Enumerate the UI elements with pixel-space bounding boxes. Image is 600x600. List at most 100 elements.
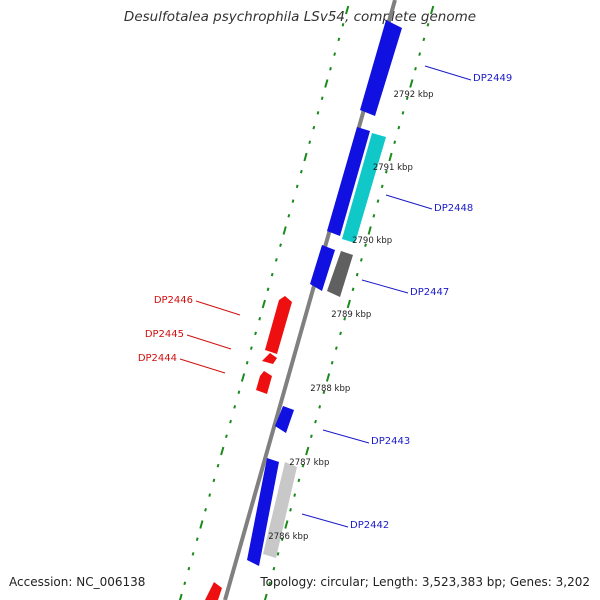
inner-tick [204, 508, 207, 512]
outer-tick [388, 152, 393, 162]
outer-tick [351, 287, 355, 292]
outer-tick [276, 552, 280, 556]
outer-tick [418, 52, 422, 56]
scale-label: 2788 kbp [310, 384, 350, 394]
inner-tick [191, 552, 195, 556]
gene-arrow-dp2447[interactable] [310, 245, 335, 291]
gene-arrow-dp2445[interactable] [262, 353, 277, 364]
outer-tick [272, 566, 276, 571]
gene-label-dp2443[interactable]: DP2443 [371, 436, 410, 447]
inner-tick [345, 5, 350, 15]
inner-tick [337, 37, 341, 42]
tick-row-inner [178, 5, 350, 600]
genome-summary-text: Topology: circular; Length: 3,523,383 bp… [260, 575, 590, 589]
gene-arrow-dp2446[interactable] [265, 296, 292, 354]
gene-arrow-dp2448[interactable] [327, 127, 370, 236]
label-leaders [179, 65, 472, 528]
inner-tick [258, 316, 262, 321]
outer-tick [334, 346, 338, 350]
gene-arrow-dp2449[interactable] [360, 20, 402, 116]
outer-tick [359, 258, 363, 262]
inner-tick [329, 67, 332, 71]
gene-label-dp2449[interactable]: DP2449 [473, 73, 512, 84]
inner-tick [341, 22, 345, 27]
scale-label: 2789 kbp [331, 310, 371, 320]
gene-arrow-light-gray[interactable] [263, 462, 297, 558]
gene-label-dp2448[interactable]: DP2448 [434, 203, 473, 214]
outer-tick [280, 537, 284, 541]
inner-tick [312, 125, 316, 130]
inner-tick [208, 493, 212, 497]
outer-tick [325, 373, 331, 382]
leader-dp2442 [301, 513, 349, 528]
scale-label: 2786 kbp [268, 532, 308, 542]
inner-tick [195, 537, 199, 541]
inner-tick [187, 566, 191, 571]
scale-label: 2790 kbp [352, 236, 392, 246]
tick-row-outer [263, 5, 435, 600]
inner-tick [287, 214, 291, 218]
leader-dp2443 [322, 429, 370, 444]
gene-arrow-dark-gray[interactable] [327, 251, 353, 297]
gene-label-dp2446[interactable]: DP2446 [154, 295, 193, 306]
leader-dp2449 [424, 65, 472, 81]
outer-tick [263, 593, 268, 600]
outer-tick [346, 299, 351, 309]
outer-tick [367, 226, 372, 235]
inner-tick [233, 405, 237, 409]
outer-tick [380, 184, 384, 189]
outer-tick [401, 111, 405, 115]
outer-tick [310, 434, 313, 439]
inner-tick [270, 272, 274, 277]
scale-label: 2792 kbp [394, 90, 434, 100]
inner-tick [303, 152, 308, 162]
outer-tick [364, 243, 367, 247]
inner-tick [333, 52, 337, 56]
accession-text: Accession: NC_006138 [9, 575, 146, 589]
scale-label: 2787 kbp [289, 458, 329, 468]
inner-tick [308, 140, 312, 145]
gene-arrow-dp2442[interactable] [247, 458, 279, 566]
gene-arrow-bottom-red[interactable] [205, 582, 222, 600]
gene-arrow-dp2443[interactable] [275, 406, 294, 433]
outer-tick [414, 67, 417, 71]
outer-tick [322, 390, 326, 394]
inner-tick [274, 258, 278, 262]
gene-label-dp2447[interactable]: DP2447 [410, 287, 449, 298]
outer-tick [405, 96, 409, 100]
outer-tick [343, 316, 347, 321]
outer-tick [355, 272, 359, 277]
outer-tick [284, 520, 289, 529]
inner-tick [279, 243, 282, 247]
leader-dp2448 [385, 194, 433, 210]
outer-tick [330, 361, 334, 365]
scale-label: 2791 kbp [373, 163, 413, 173]
outer-tick [426, 22, 430, 27]
outer-tick [268, 581, 272, 586]
inner-tick [183, 581, 187, 586]
gene-labels: DP2449 DP2448 DP2447 DP2446 DP2445 DP244… [138, 73, 512, 531]
outer-tick [384, 169, 388, 174]
gene-label-dp2444[interactable]: DP2444 [138, 353, 177, 364]
outer-tick [393, 140, 397, 145]
inner-tick [291, 199, 295, 203]
inner-tick [245, 361, 249, 365]
outer-tick [314, 419, 317, 424]
inner-tick [282, 226, 287, 235]
outer-tick [397, 125, 401, 130]
gene-arrow-cyan[interactable] [342, 133, 386, 243]
inner-tick [237, 390, 241, 394]
inner-tick [266, 287, 270, 292]
inner-tick [178, 593, 183, 600]
gene-label-dp2445[interactable]: DP2445 [145, 329, 184, 340]
outer-tick [376, 199, 380, 203]
outer-tick [289, 508, 292, 512]
gene-arrow-dp2444[interactable] [256, 371, 272, 394]
outer-tick [372, 214, 376, 218]
inner-tick [220, 446, 225, 456]
gene-label-dp2442[interactable]: DP2442 [350, 520, 389, 531]
inner-tick [199, 520, 204, 529]
outer-tick [305, 446, 310, 456]
inner-tick [240, 373, 246, 382]
